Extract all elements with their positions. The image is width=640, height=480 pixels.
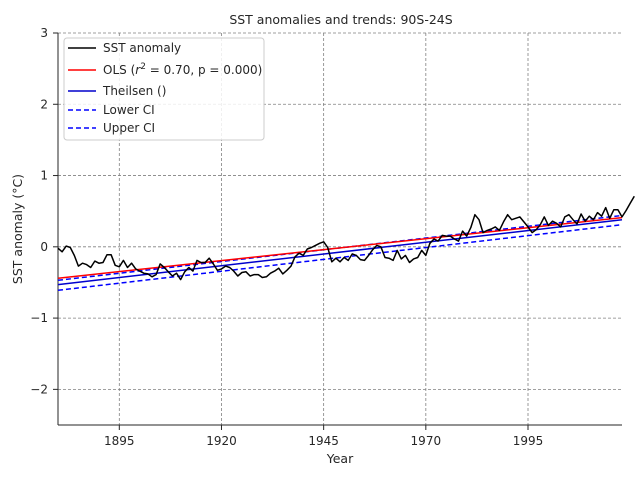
series-line-sst-anomaly [57, 195, 635, 281]
axis-ticks: 1895 1920 1945 1970 1995 −2 −1 0 1 2 3 [30, 26, 543, 448]
y-tick-label: −2 [30, 382, 48, 396]
y-tick-label: 3 [40, 26, 48, 40]
legend: SST anomaly OLS (r2 = 0.70, p = 0.000) T… [63, 37, 265, 141]
series-line-lower-ci [57, 223, 623, 292]
legend-label-theilsen: Theilsen () [102, 84, 166, 98]
x-tick-label: 1995 [513, 434, 544, 448]
x-tick-label: 1920 [206, 434, 237, 448]
legend-label-ols: OLS (r2 = 0.70, p = 0.000) [103, 62, 262, 77]
legend-label-ols-math: r [135, 63, 141, 77]
y-tick-label: 1 [40, 169, 48, 183]
legend-box [63, 37, 265, 141]
legend-label-lower-ci: Lower CI [103, 103, 155, 117]
y-tick-label: −1 [30, 311, 48, 325]
x-tick-label: 1895 [104, 434, 135, 448]
y-tick-label: 2 [40, 97, 48, 111]
legend-label-ols-sup: 2 [140, 62, 146, 72]
series-line-ols [57, 216, 623, 279]
chart-title: SST anomalies and trends: 90S-24S [229, 12, 452, 27]
series-line-theilsen [57, 218, 623, 286]
y-axis-label: SST anomaly (°C) [10, 174, 25, 284]
legend-label-sst-anomaly: SST anomaly [103, 41, 181, 55]
legend-label-ols-suffix: = 0.70, p = 0.000) [146, 63, 262, 77]
legend-label-ols-prefix: OLS ( [103, 63, 135, 77]
x-tick-label: 1970 [411, 434, 442, 448]
x-tick-label: 1945 [308, 434, 339, 448]
x-axis-label: Year [326, 451, 354, 466]
legend-label-upper-ci: Upper CI [103, 121, 155, 135]
y-tick-label: 0 [40, 240, 48, 254]
series-layer [57, 195, 635, 292]
